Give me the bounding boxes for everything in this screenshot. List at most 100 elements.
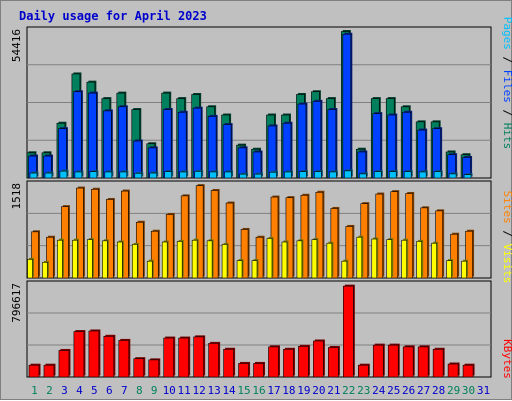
- pages-bar: [463, 174, 472, 179]
- pages-bar: [254, 173, 262, 179]
- day-label: 11: [178, 384, 191, 397]
- kbytes-bar: [118, 340, 130, 378]
- pages-bar: [403, 171, 412, 179]
- pages-bar: [104, 171, 113, 179]
- kbytes-bar: [238, 363, 249, 378]
- pages-bar: [224, 171, 232, 179]
- visits-bar: [416, 241, 422, 279]
- legend-hits: Hits: [501, 123, 512, 150]
- pages-bar: [388, 171, 397, 179]
- files-bar: [402, 111, 411, 179]
- visits-bar: [371, 238, 378, 279]
- legend-bottom: KBytes: [501, 339, 512, 379]
- sites-bar: [76, 187, 84, 279]
- files-bar: [207, 116, 217, 179]
- visits-bar: [146, 260, 153, 279]
- pages-bar: [209, 171, 217, 179]
- visits-bar: [102, 240, 108, 279]
- kbytes-bar: [58, 350, 70, 378]
- files-bar: [103, 110, 112, 179]
- day-label: 22: [342, 384, 355, 397]
- day-label: 18: [282, 384, 295, 397]
- pages-bar: [329, 171, 337, 179]
- visits-bar: [161, 241, 168, 279]
- day-label: 9: [151, 384, 158, 397]
- kbytes-bar: [417, 346, 429, 378]
- kbytes-bar: [193, 336, 204, 378]
- day-label: 2: [46, 384, 53, 397]
- visits-bar: [356, 236, 363, 279]
- sites-bar: [121, 190, 129, 279]
- pages-bar: [194, 171, 202, 179]
- day-label: 24: [372, 384, 386, 397]
- visits-bar: [87, 239, 93, 279]
- visits-bar: [72, 239, 78, 279]
- legend-pages: Pages: [501, 17, 512, 50]
- kbytes-bar: [313, 340, 324, 378]
- kbytes-bar: [178, 337, 189, 378]
- y-max-label: 1518: [10, 183, 23, 210]
- kbytes-bar: [372, 344, 384, 378]
- kbytes-bar: [28, 364, 40, 378]
- visits-bar: [461, 260, 467, 279]
- pages-bar: [269, 171, 277, 179]
- pages-bar: [149, 172, 158, 179]
- legend-kbytes: KBytes: [501, 339, 512, 379]
- visits-bar: [296, 240, 303, 279]
- kbytes-bar: [208, 343, 219, 378]
- sites-bar: [150, 230, 159, 279]
- files-bar: [88, 92, 97, 179]
- files-bar: [372, 113, 382, 179]
- day-label: 4: [76, 384, 83, 397]
- sites-bar: [106, 199, 114, 279]
- day-label: 17: [267, 384, 280, 397]
- pages-bar: [74, 171, 83, 179]
- y-max-label: 796617: [10, 283, 23, 323]
- kbytes-bar: [253, 363, 264, 378]
- visits-bar: [42, 262, 48, 279]
- visits-bar: [27, 259, 33, 279]
- legend-top: Pages / Files / Hits: [501, 17, 512, 150]
- legend-visits: Visits: [501, 244, 512, 284]
- sites-bar: [225, 202, 234, 279]
- visits-bar: [131, 244, 138, 279]
- day-label: 14: [222, 384, 236, 397]
- pages-bar: [433, 171, 442, 179]
- pages-bar: [29, 172, 38, 179]
- kbytes-bar: [447, 363, 459, 378]
- day-label: 27: [417, 384, 430, 397]
- visits-bar: [446, 260, 452, 279]
- pages-bar: [344, 170, 352, 179]
- files-bar: [282, 122, 292, 179]
- pages-bar: [284, 171, 292, 179]
- sites-bar: [240, 229, 249, 279]
- day-label: 29: [447, 384, 460, 397]
- pages-bar: [164, 171, 173, 179]
- files-bar: [342, 33, 352, 179]
- day-label: 28: [432, 384, 445, 397]
- files-bar: [267, 125, 277, 179]
- visits-bar: [236, 260, 243, 279]
- day-label: 13: [207, 384, 220, 397]
- legend-sites: Sites: [501, 191, 512, 224]
- sites-bar: [465, 230, 473, 279]
- kbytes-bar: [283, 348, 294, 378]
- day-label: 30: [462, 384, 475, 397]
- day-label: 26: [402, 384, 415, 397]
- visits-bar: [266, 238, 273, 279]
- pages-bar: [119, 171, 128, 179]
- pages-bar: [448, 173, 457, 179]
- sites-bar: [180, 195, 189, 279]
- sites-bar: [375, 193, 384, 279]
- y-max-label: 54416: [10, 29, 23, 62]
- day-label: 16: [252, 384, 265, 397]
- visits-bar: [117, 241, 123, 279]
- pages-bar: [418, 171, 427, 179]
- visits-bar: [191, 239, 198, 279]
- visits-bar: [206, 240, 213, 279]
- visits-bar: [57, 239, 63, 279]
- visits-bar: [326, 242, 333, 279]
- kbytes-bar: [298, 346, 309, 378]
- pages-bar: [239, 173, 247, 179]
- sites-bar: [285, 197, 294, 279]
